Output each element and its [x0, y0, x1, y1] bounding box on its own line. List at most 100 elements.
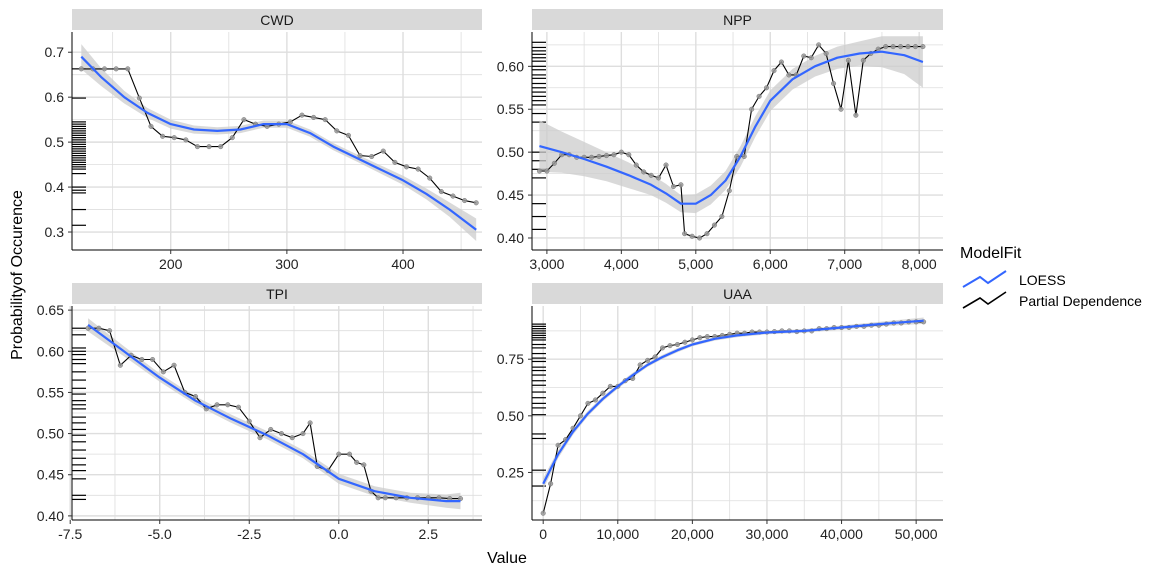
y-tick-label-cwd-3: 0.6 — [45, 89, 65, 105]
pdp-point-tpi-14 — [236, 404, 242, 410]
loess-ribbon-npp — [539, 36, 923, 214]
pdp-point-npp-15 — [648, 172, 654, 178]
pdp-point-npp-11 — [618, 149, 624, 155]
y-tick-label-npp-0: 0.40 — [497, 230, 524, 246]
pdp-point-npp-25 — [719, 214, 725, 220]
pdp-line-npp — [539, 43, 923, 239]
pdp-point-cwd-20 — [311, 114, 317, 120]
x-tick-label-tpi-4: 2.5 — [419, 526, 439, 542]
panels-layer: CWD 200 300 400 0.3 0.4 0.5 0.6 0.7 NPP 3,000 4,000… — [37, 9, 943, 542]
pdp-point-npp-33 — [778, 59, 784, 65]
pdp-point-tpi-20 — [300, 431, 306, 437]
pdp-point-tpi-16 — [257, 435, 263, 441]
pdp-point-uaa-22 — [704, 334, 710, 340]
strip-title-uaa: UAA — [723, 286, 752, 302]
pdp-point-npp-7 — [589, 154, 595, 160]
pdp-point-uaa-6 — [585, 400, 591, 406]
pdp-point-npp-17 — [663, 162, 669, 168]
pdp-point-tpi-27 — [361, 462, 367, 468]
pdp-point-cwd-2 — [102, 66, 108, 72]
pdp-point-tpi-29 — [375, 495, 381, 501]
pdp-point-tpi-1 — [96, 325, 102, 331]
pdp-point-npp-26 — [726, 188, 732, 194]
pdp-point-uaa-17 — [667, 343, 673, 349]
y-tick-label-tpi-1: 0.45 — [37, 467, 64, 483]
y-tick-label-npp-2: 0.50 — [497, 144, 524, 160]
strip-tpi — [72, 283, 482, 304]
loess-line-cwd — [80, 55, 477, 231]
x-tick-label-npp-3: 6,000 — [753, 256, 788, 272]
pdp-point-cwd-31 — [438, 189, 444, 195]
x-tick-label-npp-0: 3,000 — [529, 256, 564, 272]
pdp-point-uaa-7 — [592, 397, 598, 403]
pdp-point-npp-21 — [689, 233, 695, 239]
pdp-point-cwd-3 — [113, 66, 119, 72]
pdp-point-cwd-11 — [206, 144, 212, 150]
x-tick-label-uaa-5: 50,000 — [895, 526, 938, 542]
legend-label-loess: LOESS — [1019, 272, 1066, 288]
legend-label-pdp: Partial Dependence — [1019, 293, 1142, 309]
pdp-point-tpi-18 — [278, 431, 284, 437]
pdp-point-npp-43 — [853, 112, 859, 118]
pdp-point-tpi-6 — [150, 357, 156, 363]
pdp-point-cwd-12 — [218, 144, 224, 150]
pdp-point-cwd-27 — [392, 159, 398, 165]
pdp-point-tpi-2 — [107, 328, 113, 334]
pdp-point-cwd-29 — [415, 166, 421, 172]
pdp-point-tpi-13 — [225, 402, 231, 408]
pdp-point-npp-44 — [860, 57, 866, 63]
loess-ribbon-tpi — [88, 318, 461, 510]
x-tick-label-tpi-0: -7.5 — [58, 526, 82, 542]
pdp-point-npp-42 — [845, 57, 851, 63]
pdp-point-npp-23 — [704, 231, 710, 237]
pdp-point-tpi-24 — [336, 451, 342, 457]
y-tick-label-cwd-0: 0.3 — [45, 224, 65, 240]
pdp-point-npp-36 — [801, 53, 807, 59]
legend-key-loess — [962, 270, 1007, 288]
y-tick-label-uaa-1: 0.50 — [497, 408, 524, 424]
pdp-point-tpi-21 — [307, 420, 313, 426]
x-tick-label-npp-4: 7,000 — [827, 256, 862, 272]
pdp-point-cwd-25 — [369, 154, 375, 160]
pdp-point-uaa-0 — [540, 510, 546, 516]
x-tick-label-tpi-2: -2.5 — [237, 526, 261, 542]
strip-title-npp: NPP — [723, 12, 752, 28]
y-tick-label-tpi-3: 0.55 — [37, 384, 64, 400]
pdp-point-npp-41 — [838, 106, 844, 112]
pdp-point-uaa-2 — [555, 442, 561, 448]
legend-title: ModelFit — [960, 245, 1022, 262]
y-tick-label-tpi-0: 0.40 — [37, 508, 64, 524]
pdp-point-uaa-18 — [674, 341, 680, 347]
y-tick-label-npp-1: 0.45 — [497, 187, 524, 203]
y-tick-label-tpi-2: 0.50 — [37, 426, 64, 442]
pdp-point-npp-12 — [626, 152, 632, 158]
pdp-point-uaa-19 — [682, 339, 688, 345]
y-tick-label-npp-3: 0.55 — [497, 101, 524, 117]
pdp-point-cwd-13 — [229, 135, 235, 141]
pdp-point-npp-0 — [536, 168, 542, 174]
pdp-point-npp-50 — [905, 44, 911, 50]
pdp-point-tpi-37 — [458, 496, 464, 502]
pdp-point-uaa-21 — [697, 335, 703, 341]
pdp-point-uaa-13 — [637, 362, 643, 368]
pdp-point-npp-40 — [831, 80, 837, 86]
pdp-point-npp-14 — [641, 169, 647, 175]
pdp-point-cwd-19 — [299, 112, 305, 118]
pdp-point-cwd-7 — [160, 133, 166, 139]
pdp-point-cwd-34 — [473, 200, 479, 206]
x-tick-label-cwd-2: 400 — [391, 256, 415, 272]
x-tick-label-uaa-2: 20,000 — [671, 526, 714, 542]
pdp-point-npp-10 — [611, 152, 617, 158]
pdp-point-cwd-4 — [125, 66, 131, 72]
x-tick-label-tpi-1: -5.0 — [148, 526, 172, 542]
legend-key-pdp — [962, 291, 1007, 309]
pdp-point-cwd-0 — [78, 66, 84, 72]
pdp-point-npp-13 — [633, 162, 639, 168]
loess-ribbon-uaa — [543, 317, 924, 490]
pdp-point-uaa-1 — [548, 481, 554, 487]
pdp-point-npp-20 — [682, 231, 688, 237]
strip-npp — [532, 9, 943, 30]
pdp-point-npp-39 — [823, 50, 829, 56]
pdp-point-uaa-14 — [645, 357, 651, 363]
